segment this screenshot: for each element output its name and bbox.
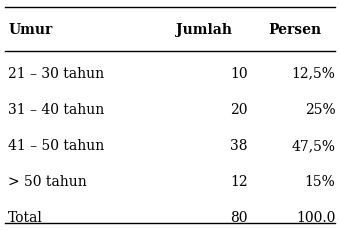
Text: Umur: Umur — [8, 23, 52, 37]
Text: 25%: 25% — [305, 102, 335, 116]
Text: 10: 10 — [230, 66, 248, 80]
Text: 12,5%: 12,5% — [291, 66, 335, 80]
Text: Jumlah: Jumlah — [176, 23, 232, 37]
Text: 12: 12 — [230, 174, 248, 188]
Text: 38: 38 — [230, 138, 248, 152]
Text: 31 – 40 tahun: 31 – 40 tahun — [8, 102, 104, 116]
Text: 15%: 15% — [305, 174, 335, 188]
Text: 41 – 50 tahun: 41 – 50 tahun — [8, 138, 104, 152]
Text: > 50 tahun: > 50 tahun — [8, 174, 87, 188]
Text: 20: 20 — [230, 102, 248, 116]
Text: 47,5%: 47,5% — [291, 138, 335, 152]
Text: 21 – 30 tahun: 21 – 30 tahun — [8, 66, 104, 80]
Text: Total: Total — [8, 210, 43, 225]
Text: 100.0: 100.0 — [296, 210, 335, 225]
Text: Persen: Persen — [268, 23, 321, 37]
Text: 80: 80 — [230, 210, 248, 225]
